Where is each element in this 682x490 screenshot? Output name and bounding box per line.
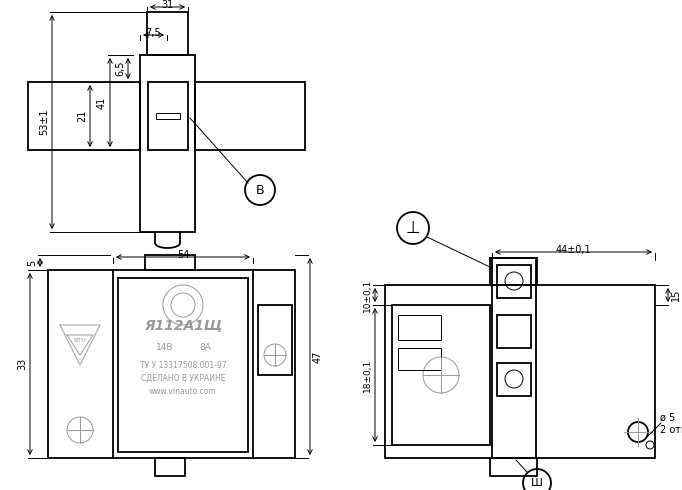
Text: 47: 47 [313,350,323,363]
Bar [48,270,295,458]
Text: www.vinauto.com: www.vinauto.com [149,388,217,396]
Bar [385,285,655,458]
Bar [497,265,531,298]
Text: 31: 31 [162,0,174,10]
Text: 14В: 14В [156,343,174,352]
Bar [156,113,180,119]
Bar [492,258,536,458]
Bar [195,82,305,150]
Text: В: В [256,183,265,196]
Text: 53±1: 53±1 [39,109,49,135]
Bar [148,82,188,150]
Text: 33: 33 [17,358,27,370]
Bar [398,348,441,370]
Bar [497,363,531,396]
Text: ТУ У 13317508.001-97: ТУ У 13317508.001-97 [140,361,226,369]
Text: ø 5: ø 5 [660,413,675,423]
Bar [145,255,195,270]
Text: 21: 21 [77,110,87,122]
Text: 15: 15 [671,289,681,301]
Text: Я112А1Щ: Я112А1Щ [144,318,222,332]
Bar [497,315,531,348]
Text: 6,5: 6,5 [115,61,125,76]
Bar [147,12,188,55]
Text: 2 отв.: 2 отв. [660,425,682,435]
Text: 7,5: 7,5 [146,28,162,38]
Bar [398,315,441,340]
Bar [118,278,248,452]
Bar [140,55,195,232]
Bar [392,305,490,445]
Bar [258,305,292,375]
Text: СДЕЛАНО В УКРАИНЕ: СДЕЛАНО В УКРАИНЕ [140,373,225,383]
Text: 44±0,1: 44±0,1 [556,245,591,255]
Bar [28,82,140,150]
Text: Ш: Ш [531,478,543,488]
Text: ⊥: ⊥ [406,219,420,237]
Bar [490,458,537,476]
Bar [155,458,185,476]
Text: ВТН: ВТН [74,339,87,343]
Bar [490,258,537,285]
Text: 8А: 8А [199,343,211,352]
Text: 5: 5 [27,259,37,266]
Text: 54: 54 [177,250,189,260]
Text: 18±0,1: 18±0,1 [363,358,372,392]
Text: 41: 41 [97,97,107,109]
Text: 10±0,1: 10±0,1 [363,278,372,312]
